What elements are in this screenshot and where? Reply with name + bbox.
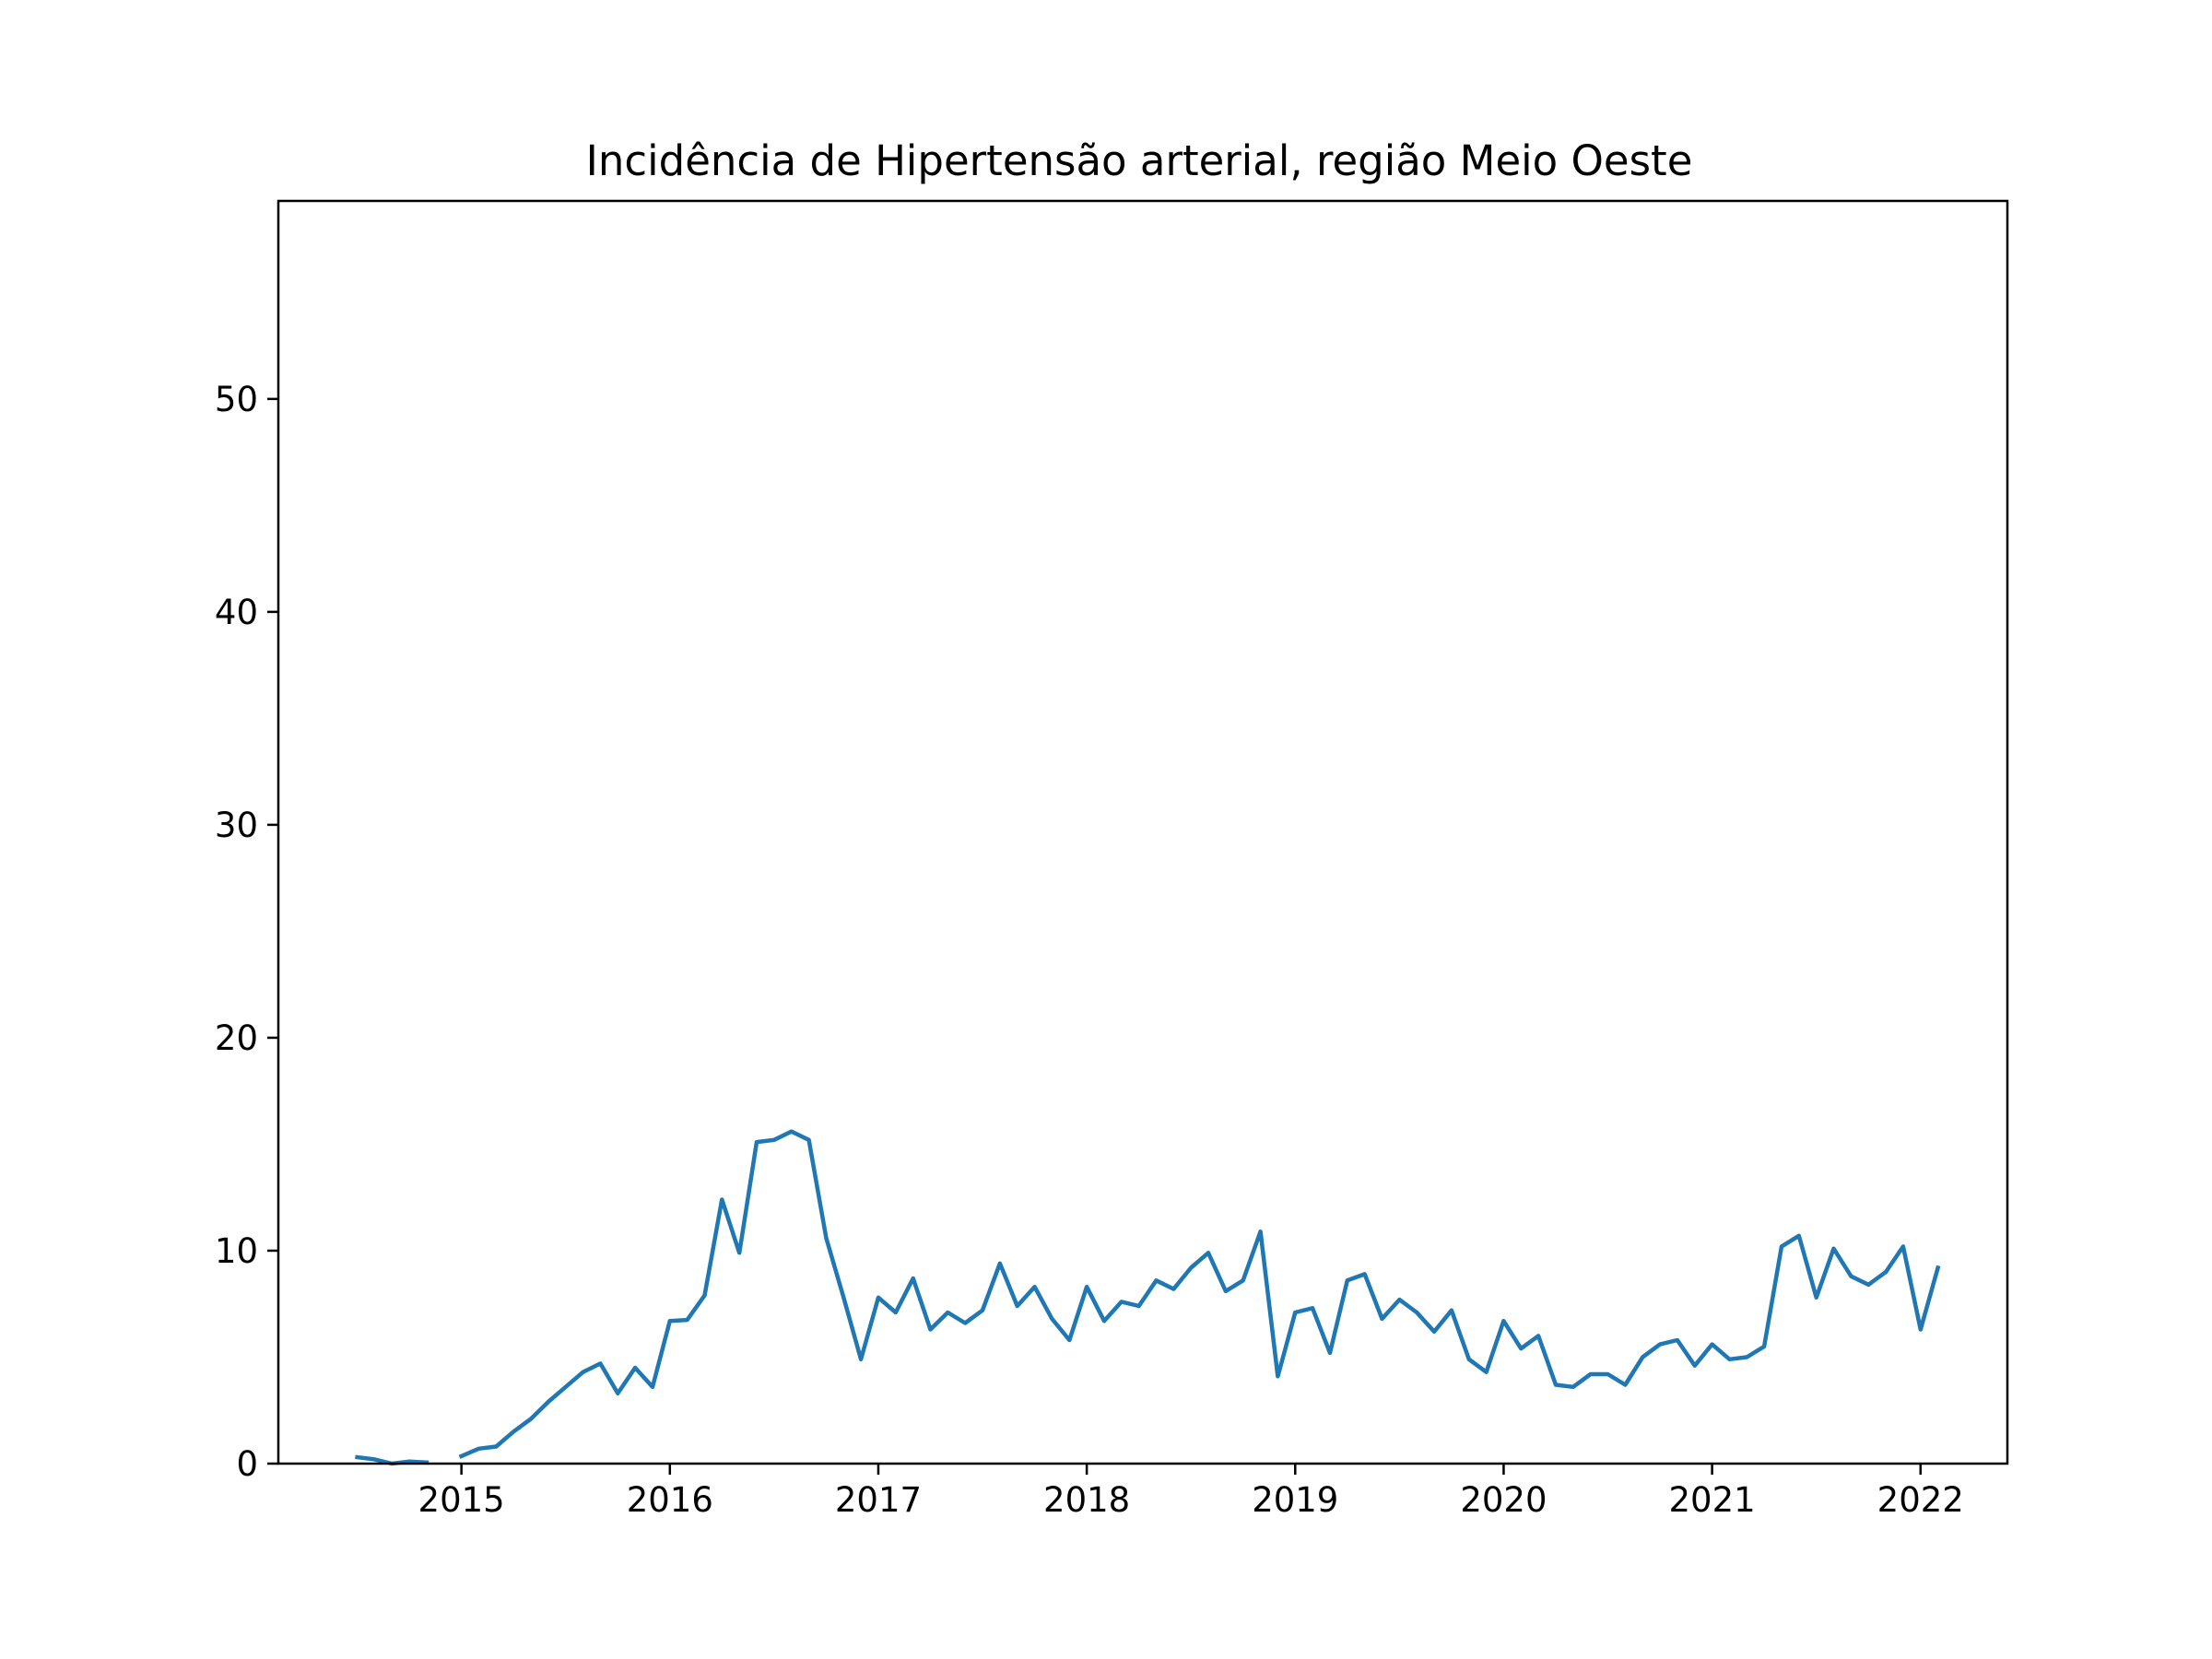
- x-tick-label: 2015: [418, 1480, 505, 1520]
- chart-title: Incidência de Hipertensão arterial, regi…: [586, 136, 1693, 185]
- x-axis: 2015 2016 2017 2018 2019 2020 2021 2022: [418, 1464, 1964, 1520]
- y-tick-label: 0: [236, 1444, 258, 1484]
- y-tick-label: 50: [215, 380, 258, 419]
- x-tick-label: 2021: [1669, 1480, 1756, 1520]
- x-tick-label: 2019: [1252, 1480, 1338, 1520]
- x-tick-label: 2022: [1877, 1480, 1964, 1520]
- y-tick-label: 30: [215, 806, 258, 845]
- plot-area: [355, 1129, 1941, 1466]
- x-tick-label: 2018: [1043, 1480, 1130, 1520]
- x-tick-label: 2017: [835, 1480, 922, 1520]
- axes-frame: [276, 199, 2009, 1465]
- y-tick-label: 20: [215, 1018, 258, 1058]
- y-tick-label: 40: [215, 593, 258, 632]
- series-line: [458, 1129, 1941, 1459]
- y-axis: 0 10 20 30 40 50: [215, 380, 278, 1484]
- x-tick-label: 2020: [1460, 1480, 1547, 1520]
- x-tick-label: 2016: [627, 1480, 713, 1520]
- y-tick-label: 10: [215, 1231, 258, 1271]
